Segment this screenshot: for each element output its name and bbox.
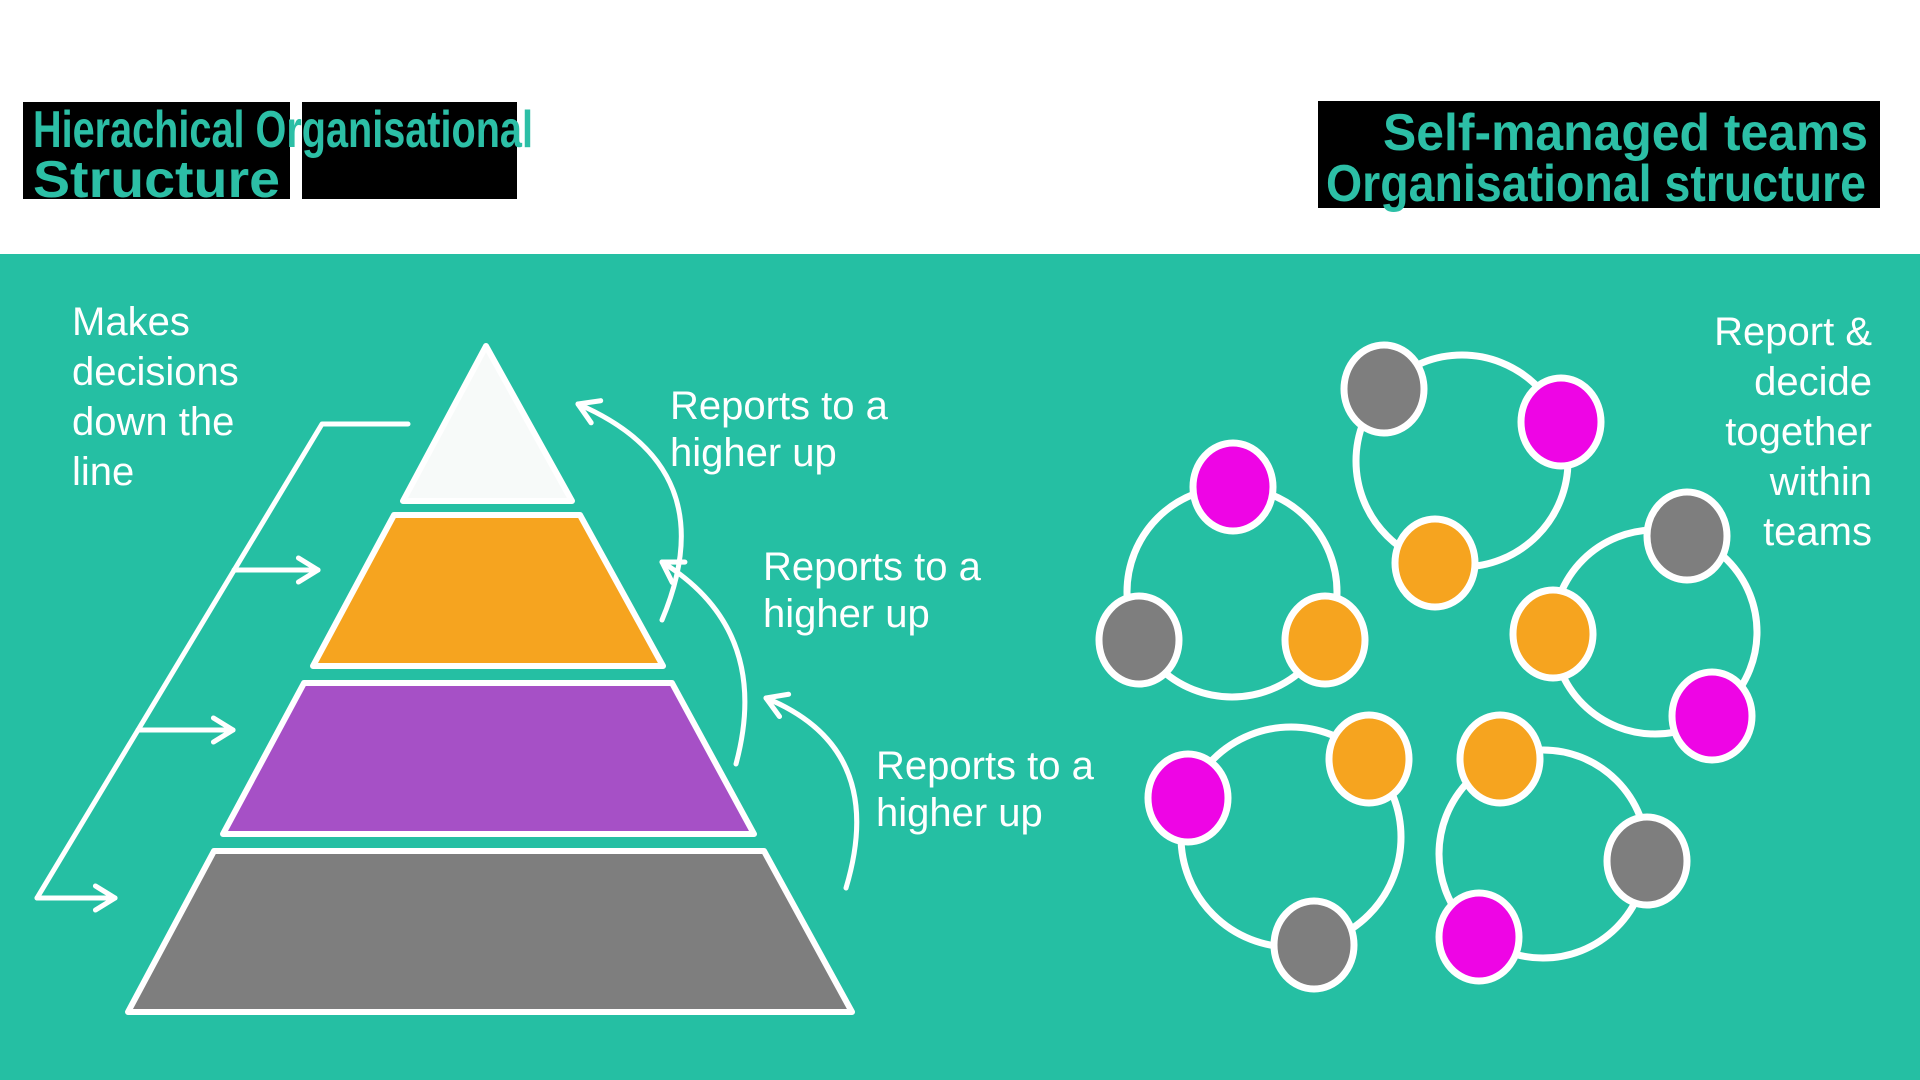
team-member-magenta — [1435, 889, 1523, 985]
left-title: Hierachical Organisational Structure — [23, 101, 533, 209]
left-title-highlight-box-2 — [302, 102, 517, 199]
team-member-magenta — [1189, 439, 1277, 535]
team-member-gray — [1095, 592, 1183, 688]
team-annotation-line: within — [1769, 460, 1872, 504]
team-member-magenta — [1668, 668, 1756, 764]
team-annotation: Report & decide together within teams — [1714, 310, 1872, 554]
report-label-line: higher up — [763, 592, 930, 636]
team-member-orange — [1509, 586, 1597, 682]
pyramid — [125, 343, 855, 1015]
pyramid-top-tier — [400, 343, 575, 504]
team-member-gray — [1603, 813, 1691, 909]
right-title: Self-managed teams Organisational struct… — [1318, 101, 1880, 213]
pyramid-third-tier — [220, 680, 757, 837]
left-title-line1: Hierachical Organisational — [33, 101, 533, 159]
pyramid-base-tier — [125, 848, 855, 1015]
team-annotation-line: teams — [1763, 510, 1872, 554]
team-annotation-line: decide — [1754, 360, 1872, 404]
decision-label-line: down the — [72, 400, 234, 444]
team-member-orange — [1456, 711, 1544, 807]
report-label-bottom: Reports to a higher up — [876, 744, 1095, 835]
team-member-magenta — [1144, 750, 1232, 846]
report-label-line: Reports to a — [763, 545, 982, 589]
decision-label-line: Makes — [72, 300, 190, 344]
report-label-line: higher up — [876, 791, 1043, 835]
decision-bracket — [34, 421, 411, 913]
report-arrow-bottom — [763, 691, 860, 891]
report-label-middle: Reports to a higher up — [763, 545, 982, 636]
decision-label-line: decisions — [72, 350, 239, 394]
team-member-orange — [1281, 592, 1369, 688]
team-member-magenta — [1517, 374, 1605, 470]
team-annotation-line: Report & — [1714, 310, 1872, 354]
team-annotation-line: together — [1725, 410, 1872, 454]
report-label-line: higher up — [670, 431, 837, 475]
report-label-line: Reports to a — [670, 384, 889, 428]
report-label-line: Reports to a — [876, 744, 1095, 788]
team-member-orange — [1325, 711, 1413, 807]
left-title-highlight-box-1 — [23, 102, 290, 199]
right-title-highlight-box — [1318, 101, 1880, 208]
report-arrow-middle — [659, 559, 748, 767]
bracket-line — [34, 421, 411, 901]
team-member-gray — [1340, 341, 1428, 437]
right-title-line2: Organisational structure — [1326, 155, 1866, 213]
report-label-top: Reports to a higher up — [670, 384, 889, 475]
decision-label-line: line — [72, 450, 134, 494]
team-member-orange — [1391, 515, 1479, 611]
pyramid-second-tier — [310, 512, 666, 669]
left-title-line2: Structure — [33, 151, 280, 209]
team-member-gray — [1643, 488, 1731, 584]
team-member-gray — [1270, 897, 1358, 993]
right-title-line1: Self-managed teams — [1383, 104, 1868, 162]
self-managed-teams — [1095, 341, 1761, 993]
decision-label: Makes decisions down the line — [72, 300, 239, 494]
report-arrows — [575, 398, 860, 891]
